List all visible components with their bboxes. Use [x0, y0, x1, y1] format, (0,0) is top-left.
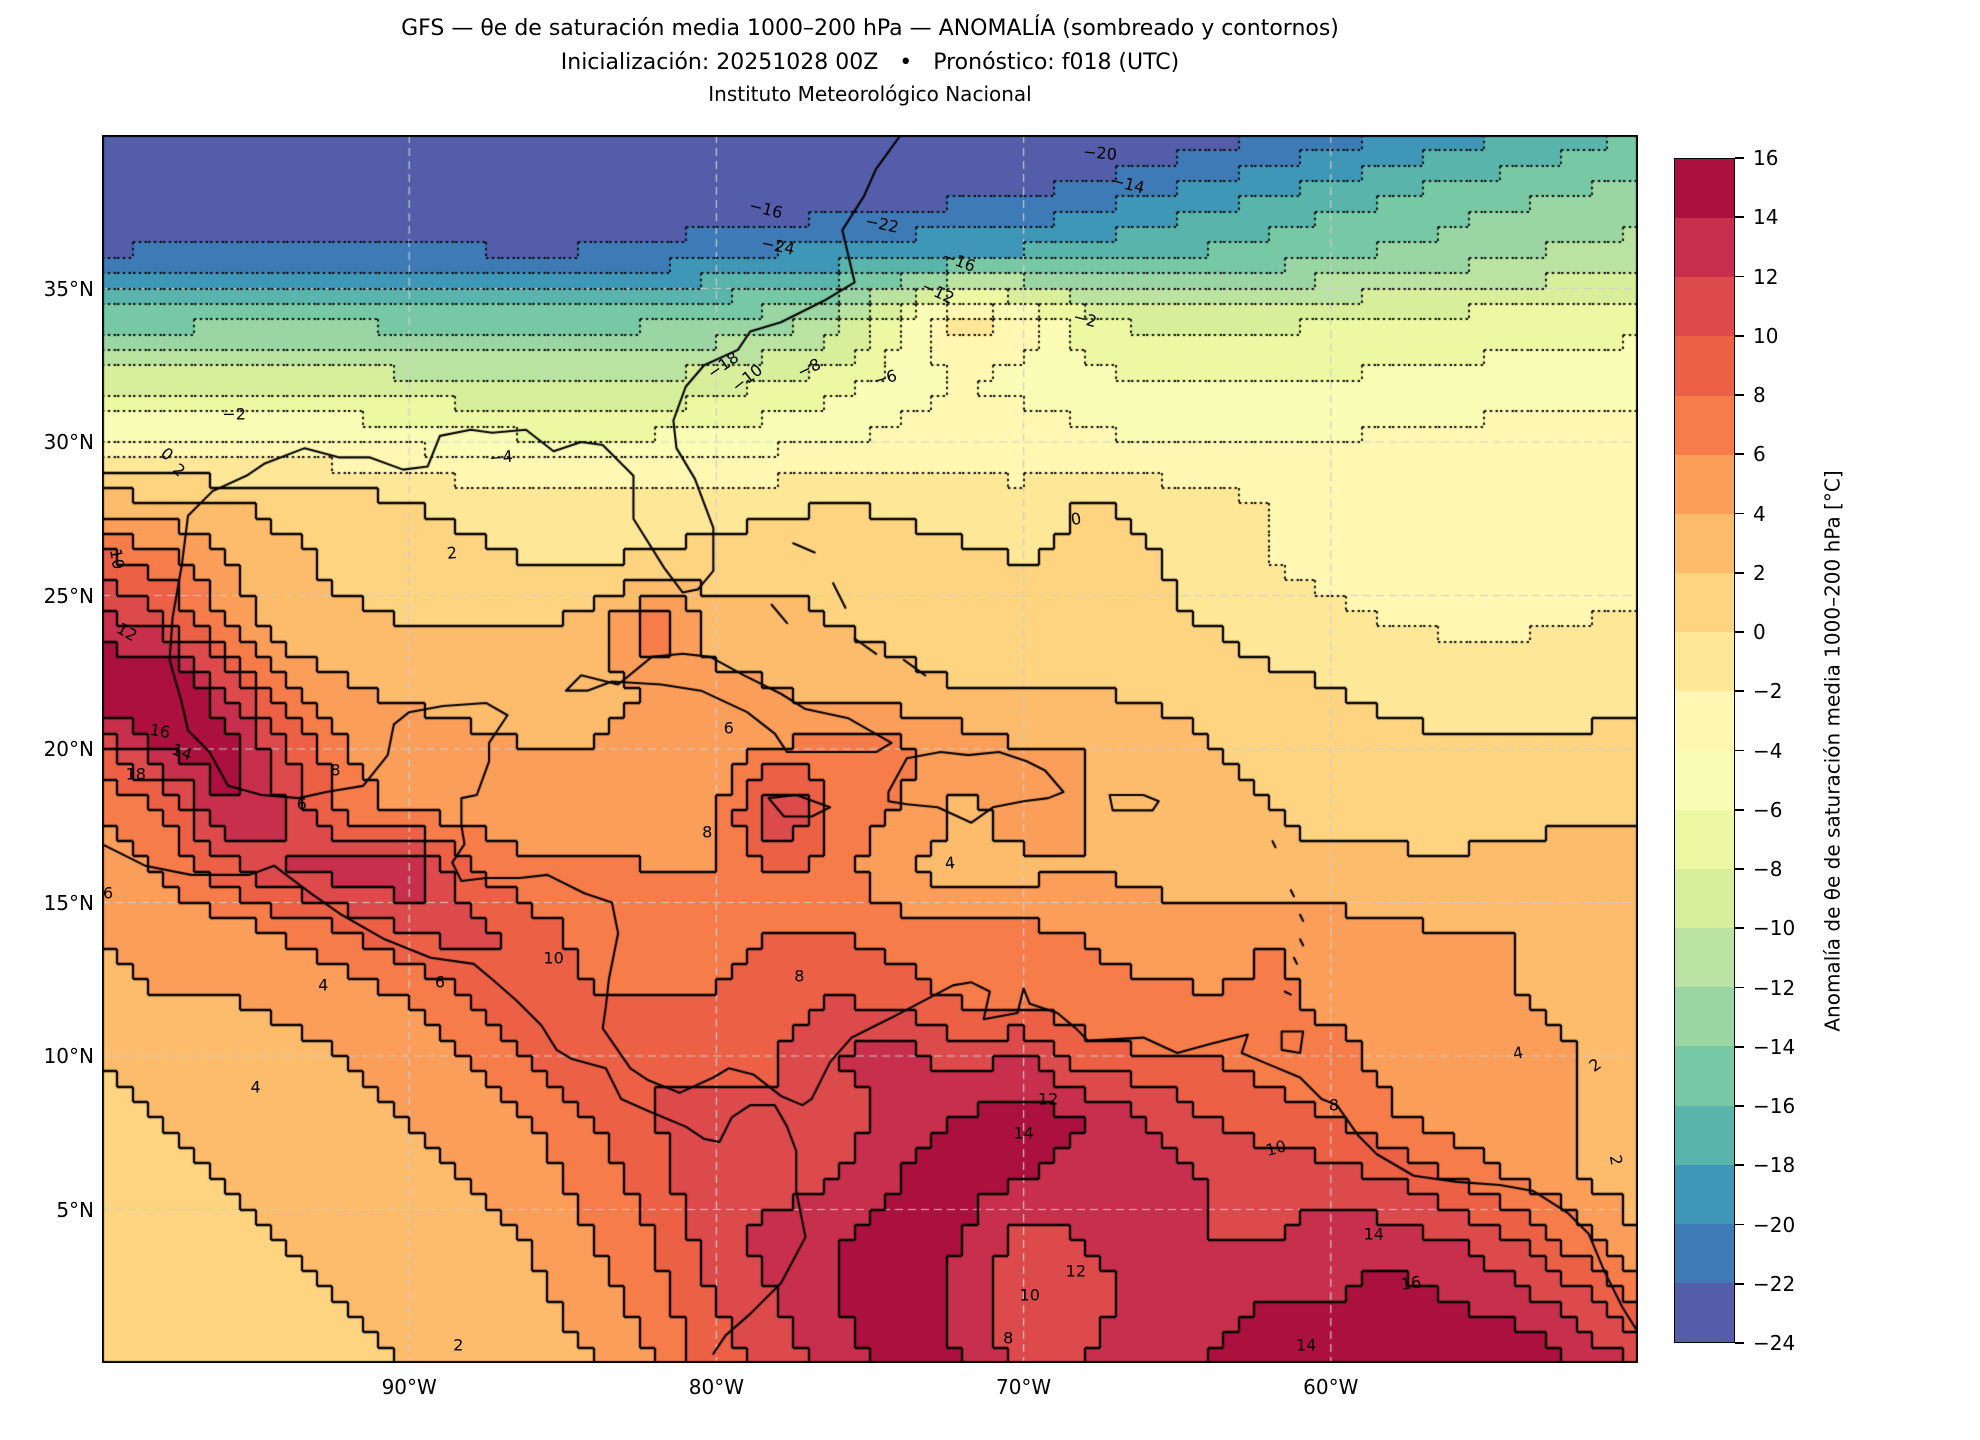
- colorbar-tick: [1735, 690, 1744, 693]
- colorbar-tick-label: −20: [1753, 1212, 1796, 1237]
- colorbar-tick-label: −24: [1753, 1331, 1796, 1355]
- colorbar-axis-label: Anomalía de θe de saturación media 1000–…: [1820, 470, 1845, 1032]
- colorbar-tick: [1735, 1105, 1744, 1107]
- lat-tick-label: 20°N: [43, 737, 94, 761]
- colorbar-swatch: [1675, 987, 1734, 1047]
- lat-tick-label: 25°N: [43, 583, 94, 608]
- lat-tick-label: 15°N: [43, 890, 94, 915]
- colorbar-tick-label: 0: [1753, 620, 1766, 644]
- colorbar-tick: [1735, 275, 1744, 278]
- colorbar-swatch: [1675, 395, 1734, 455]
- colorbar-tick-label: −12: [1753, 975, 1796, 1000]
- colorbar-swatch: [1675, 573, 1734, 633]
- colorbar-tick: [1735, 394, 1744, 396]
- colorbar-tick-label: −18: [1753, 1153, 1796, 1178]
- lon-tick-label: 90°W: [381, 1375, 437, 1399]
- colorbar-swatch: [1675, 513, 1734, 574]
- colorbar-tick: [1735, 216, 1744, 219]
- colorbar-tick-label: 14: [1753, 205, 1779, 230]
- colorbar-swatch: [1675, 1282, 1734, 1343]
- colorbar-tick-label: 2: [1753, 560, 1766, 585]
- colorbar-tick-label: −4: [1753, 738, 1783, 763]
- page-title: GFS — θe de saturación media 1000–200 hP…: [401, 16, 1339, 41]
- colorbar-tick: [1735, 157, 1744, 159]
- colorbar-tick: [1735, 1045, 1744, 1048]
- colorbar-swatch: [1675, 454, 1734, 514]
- lon-tick-label: 70°W: [995, 1375, 1052, 1399]
- colorbar-tick: [1735, 571, 1744, 574]
- colorbar-tick-label: 4: [1753, 501, 1766, 526]
- colorbar-tick-label: 10: [1753, 323, 1779, 348]
- colorbar-swatch: [1675, 868, 1734, 929]
- colorbar-tick: [1735, 986, 1744, 989]
- colorbar-tick: [1735, 927, 1744, 930]
- lat-tick-label: 30°N: [43, 430, 94, 454]
- colorbar-swatch: [1675, 336, 1734, 396]
- colorbar: [1674, 158, 1735, 1343]
- colorbar-tick-label: −14: [1753, 1034, 1796, 1059]
- colorbar-swatch: [1675, 1105, 1734, 1165]
- colorbar-tick: [1735, 453, 1744, 456]
- colorbar-tick-label: −6: [1753, 797, 1783, 822]
- lat-tick-label: 35°N: [43, 276, 94, 301]
- colorbar-swatch: [1675, 218, 1734, 278]
- colorbar-tick-label: −10: [1753, 916, 1796, 941]
- colorbar-swatch: [1675, 750, 1734, 810]
- colorbar-swatch: [1675, 632, 1734, 692]
- colorbar-swatch: [1675, 1046, 1734, 1106]
- colorbar-tick: [1735, 631, 1744, 633]
- colorbar-tick: [1735, 334, 1744, 337]
- lat-tick-label: 10°N: [43, 1044, 94, 1068]
- map-canvas: [102, 135, 1638, 1363]
- colorbar-tick-label: −22: [1753, 1271, 1796, 1296]
- lon-tick-label: 80°W: [688, 1375, 744, 1399]
- colorbar-tick: [1735, 868, 1744, 870]
- colorbar-swatch: [1675, 1223, 1734, 1283]
- colorbar-swatch: [1675, 928, 1734, 988]
- colorbar-tick-label: 16: [1753, 146, 1779, 170]
- colorbar-tick-label: 6: [1753, 442, 1766, 467]
- colorbar-tick: [1735, 1342, 1744, 1344]
- subtitle-institution: Instituto Meteorológico Nacional: [708, 82, 1032, 106]
- colorbar-tick: [1735, 808, 1744, 811]
- colorbar-tick: [1735, 1164, 1744, 1167]
- colorbar-swatch: [1675, 159, 1734, 219]
- colorbar-tick-label: −8: [1753, 857, 1783, 881]
- colorbar-tick-label: 12: [1753, 264, 1779, 289]
- lat-tick-label: 5°N: [56, 1197, 94, 1222]
- colorbar-tick-label: −16: [1753, 1094, 1796, 1118]
- colorbar-tick: [1735, 1223, 1744, 1226]
- subtitle-init-forecast: Inicialización: 20251028 00Z • Pronóstic…: [560, 50, 1180, 75]
- colorbar-swatch: [1675, 809, 1734, 869]
- colorbar-tick-label: −2: [1753, 679, 1783, 704]
- colorbar-swatch: [1675, 1164, 1734, 1224]
- lon-tick-label: 60°W: [1303, 1375, 1359, 1399]
- colorbar-swatch: [1675, 277, 1734, 337]
- colorbar-swatch: [1675, 691, 1734, 751]
- colorbar-tick: [1735, 749, 1744, 752]
- colorbar-tick-label: 8: [1753, 383, 1766, 407]
- colorbar-tick: [1735, 512, 1744, 515]
- colorbar-tick: [1735, 1282, 1744, 1285]
